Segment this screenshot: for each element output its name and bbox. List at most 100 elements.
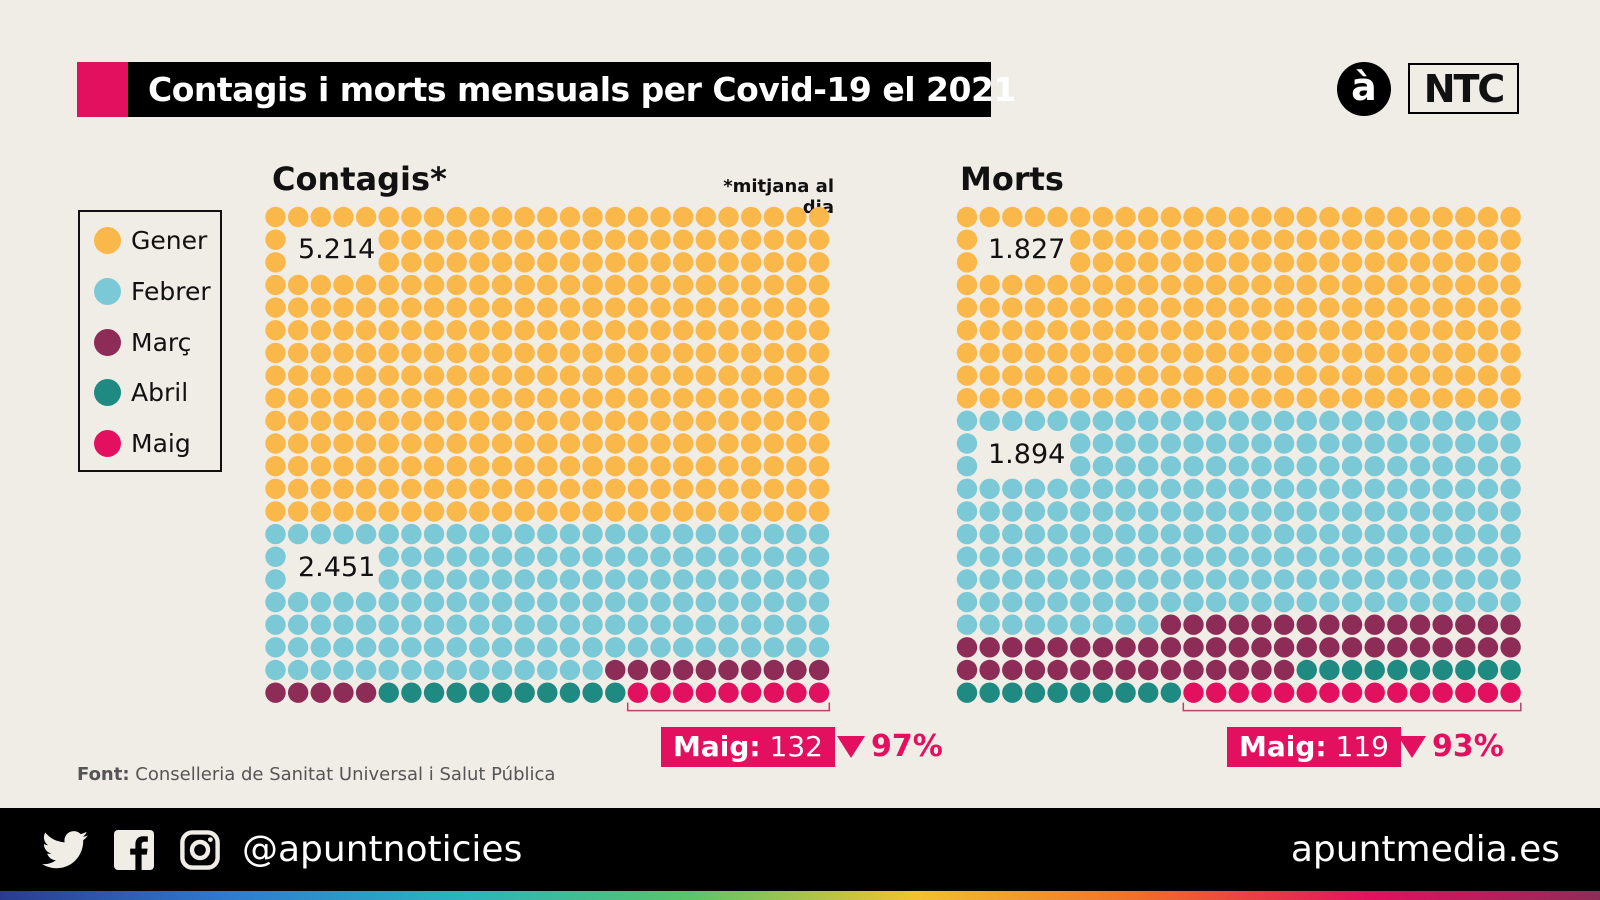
- dot-gener: [1251, 320, 1272, 341]
- dot-febrer: [1273, 433, 1295, 454]
- instagram-icon[interactable]: [180, 830, 220, 870]
- dot-gener: [786, 410, 807, 432]
- dot-marc: [808, 659, 830, 681]
- dot-febrer: [650, 569, 671, 590]
- dot-gener: [740, 320, 762, 341]
- dot-febrer: [1387, 569, 1408, 590]
- dot-gener: [718, 388, 739, 409]
- dot-gener: [333, 433, 354, 454]
- dot-gener: [1047, 206, 1068, 228]
- dot-febrer: [1341, 591, 1363, 613]
- dot-gener: [491, 501, 513, 522]
- dot-abril: [979, 682, 1000, 703]
- dot-marc: [1500, 637, 1521, 658]
- dot-febrer: [740, 591, 762, 613]
- dot-gener: [1160, 388, 1182, 409]
- dot-gener: [1115, 320, 1136, 341]
- dot-gener: [1092, 206, 1114, 228]
- dot-gener: [1205, 206, 1227, 228]
- dot-gener: [786, 206, 807, 228]
- dot-gener: [559, 320, 581, 341]
- dot-maig: [1183, 682, 1204, 703]
- dot-marc: [1228, 659, 1250, 681]
- dot-febrer: [1319, 478, 1340, 499]
- dot-gener: [1432, 274, 1453, 296]
- dot-maig: [1228, 682, 1250, 703]
- dot-febrer: [627, 546, 649, 567]
- dot-gener: [469, 229, 490, 250]
- source-note: Font: Conselleria de Sanitat Universal i…: [77, 764, 555, 785]
- dot-gener: [1387, 320, 1408, 341]
- dot-febrer: [718, 546, 739, 567]
- dot-gener: [559, 433, 581, 454]
- dot-febrer: [695, 569, 717, 590]
- twitter-icon[interactable]: [42, 830, 88, 870]
- dot-febrer: [423, 591, 445, 613]
- dot-gener: [265, 455, 286, 477]
- dot-marc: [1409, 637, 1431, 658]
- dot-gener: [1115, 206, 1136, 228]
- dot-febrer: [808, 569, 830, 590]
- dot-marc: [1319, 637, 1340, 658]
- dot-febrer: [1455, 569, 1476, 590]
- dot-febrer: [1296, 501, 1317, 522]
- dot-gener: [627, 229, 649, 250]
- dot-febrer: [1409, 433, 1431, 454]
- dot-febrer: [1477, 569, 1499, 590]
- social-handle[interactable]: @apuntnoticies: [242, 829, 523, 870]
- dot-gener: [423, 206, 445, 228]
- dot-gener: [763, 433, 784, 454]
- dot-gener: [491, 478, 513, 499]
- dot-febrer: [514, 659, 535, 681]
- dot-febrer: [1183, 478, 1204, 499]
- dot-febrer: [1500, 569, 1521, 590]
- dot-febrer: [537, 546, 558, 567]
- dot-febrer: [446, 637, 467, 658]
- dot-gener: [1319, 297, 1340, 318]
- facebook-icon[interactable]: [114, 830, 154, 870]
- dot-gener: [1500, 365, 1521, 386]
- website-link[interactable]: apuntmedia.es: [1290, 829, 1560, 870]
- dot-gener: [979, 365, 1000, 386]
- dot-abril: [1138, 682, 1159, 703]
- dot-febrer: [1092, 546, 1114, 567]
- dot-gener: [763, 342, 784, 364]
- dot-gener: [763, 229, 784, 250]
- dot-gener: [355, 297, 377, 318]
- dot-gener: [763, 206, 784, 228]
- dot-gener: [718, 274, 739, 296]
- dot-febrer: [1341, 501, 1363, 522]
- legend-label: Abril: [131, 377, 189, 407]
- dot-gener: [559, 410, 581, 432]
- dot-gener: [1477, 297, 1499, 318]
- legend-item-marc: Març: [94, 327, 191, 357]
- dot-gener: [310, 320, 331, 341]
- dot-febrer: [1296, 455, 1317, 477]
- dot-gener: [763, 365, 784, 386]
- dot-marc: [673, 659, 694, 681]
- dot-gener: [673, 252, 694, 273]
- dot-gener: [582, 388, 603, 409]
- dot-febrer: [1115, 523, 1136, 545]
- dot-febrer: [310, 614, 331, 635]
- dot-gener: [1364, 320, 1385, 341]
- dot-gener: [446, 501, 467, 522]
- dot-gener: [401, 342, 422, 364]
- dot-febrer: [1341, 478, 1363, 499]
- dot-gener: [763, 410, 784, 432]
- dot-febrer: [582, 523, 603, 545]
- dot-gener: [1477, 274, 1499, 296]
- dot-gener: [1251, 297, 1272, 318]
- dot-gener: [695, 342, 717, 364]
- dot-febrer: [559, 591, 581, 613]
- dot-gener: [695, 274, 717, 296]
- dot-febrer: [1364, 455, 1385, 477]
- dot-gener: [1273, 206, 1295, 228]
- dot-gener: [446, 342, 467, 364]
- dot-febrer: [1432, 523, 1453, 545]
- dot-gener: [265, 433, 286, 454]
- dot-febrer: [537, 659, 558, 681]
- dot-gener: [287, 388, 309, 409]
- dot-gener: [695, 229, 717, 250]
- dot-maig: [1477, 682, 1499, 703]
